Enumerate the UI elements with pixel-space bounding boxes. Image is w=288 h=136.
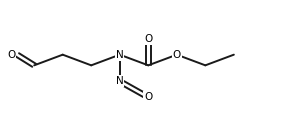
Text: O: O — [7, 50, 16, 60]
Text: O: O — [144, 34, 152, 44]
Text: N: N — [116, 50, 124, 60]
Text: N: N — [116, 76, 124, 86]
Text: O: O — [144, 92, 152, 102]
Text: O: O — [173, 50, 181, 60]
